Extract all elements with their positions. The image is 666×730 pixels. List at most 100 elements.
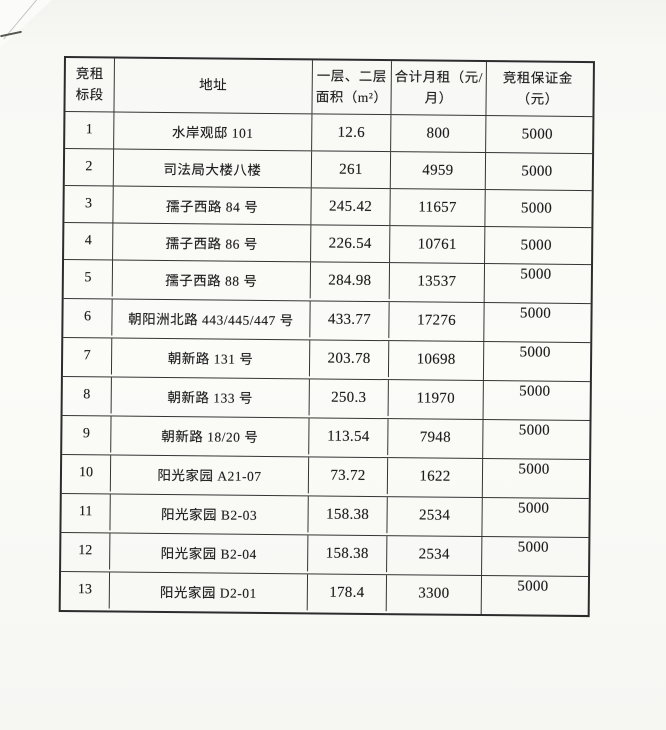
bid-section-no: 11 [78, 504, 93, 520]
table-row: 3 孺子西路 84 号 245.42 11657 5000 [64, 185, 592, 228]
monthly-rent-value: 10761 [417, 235, 457, 253]
cell-monthly-rent: 4959 [389, 152, 486, 190]
cell-bid-section-no: 8 [63, 377, 111, 413]
area-value: 158.38 [326, 506, 370, 523]
cell-monthly-rent: 10761 [389, 226, 485, 264]
column-header-line: 竞租保证金 [502, 70, 573, 87]
table-row: 2 司法局大楼八楼 261 4959 5000 [64, 148, 593, 191]
cell-bid-section-no: 6 [63, 299, 111, 335]
rental-bid-table: 竞租 标段 地址 一层、二层 面积（m²） 合计月租（元/月） 竞租保证金 （元） 1 水岸观… [58, 56, 595, 618]
table-body: 1 水岸观邸 101 12.6 800 5000 2 司法局大楼八楼 261 4… [60, 111, 593, 616]
cell-monthly-rent: 7948 [387, 419, 483, 457]
monthly-rent-value: 800 [426, 124, 451, 142]
bid-section-no: 4 [84, 233, 92, 249]
table-row: 13 阳光家园 D2-01 178.4 3300 5000 [60, 570, 589, 616]
column-header-line: 地址 [199, 77, 228, 93]
address-text: 水岸观邸 101 [171, 125, 254, 141]
area-value: 12.6 [337, 124, 366, 141]
area-value: 433.77 [327, 311, 372, 328]
monthly-rent-value: 11970 [416, 389, 456, 407]
cell-monthly-rent: 11970 [387, 380, 483, 418]
cell-area: 158.38 [307, 496, 387, 534]
column-header-line: 竞租 [75, 66, 104, 82]
table-row: 6 朝阳洲北路 443/445/447 号 433.77 17276 5000 [63, 298, 591, 343]
area-value: 245.42 [328, 198, 373, 215]
cell-area: 158.38 [307, 535, 387, 573]
column-header-line: （元） [516, 90, 559, 107]
cell-area: 203.78 [308, 340, 389, 378]
table-header-row: 竞租 标段 地址 一层、二层 面积（m²） 合计月租（元/月） 竞租保证金 （元） [65, 58, 592, 117]
address-text: 阳光家园 D2-01 [159, 584, 257, 601]
area-value: 113.54 [327, 428, 370, 445]
address-text: 朝新路 18/20 号 [161, 428, 259, 445]
cell-deposit: 5000 [485, 116, 589, 154]
cell-monthly-rent: 2534 [386, 497, 482, 535]
cell-bid-section-no: 13 [61, 572, 109, 608]
address-text: 朝阳洲北路 443/445/447 号 [128, 311, 294, 329]
area-value: 226.54 [328, 235, 372, 252]
deposit-value: 5000 [517, 500, 550, 517]
cell-bid-section-no: 12 [61, 533, 109, 569]
deposit-value: 5000 [520, 236, 552, 254]
deposit-value: 5000 [519, 383, 551, 400]
bid-section-no: 8 [83, 387, 91, 403]
area-value: 203.78 [327, 350, 371, 367]
table-row: 12 阳光家园 B2-04 158.38 2534 5000 [61, 531, 589, 577]
deposit-value: 5000 [517, 539, 549, 556]
monthly-rent-value: 2534 [418, 506, 451, 524]
cell-area: 284.98 [309, 262, 390, 300]
address-text: 司法局大楼八楼 [163, 161, 262, 178]
bid-section-no: 7 [83, 348, 91, 364]
cell-bid-section-no: 10 [62, 455, 110, 491]
cell-area: 226.54 [310, 225, 390, 263]
cell-bid-section-no: 9 [62, 416, 110, 452]
cell-bid-section-no: 1 [65, 112, 113, 148]
table-row: 9 朝新路 18/20 号 113.54 7948 5000 [62, 415, 590, 460]
cell-monthly-rent: 13537 [388, 263, 485, 301]
table-row: 4 孺子西路 86 号 226.54 10761 5000 [64, 222, 592, 265]
monthly-rent-value: 4959 [422, 161, 454, 179]
deposit-value: 5000 [519, 305, 552, 322]
monthly-rent-value: 2534 [418, 545, 450, 563]
area-value: 284.98 [328, 272, 372, 289]
bid-section-no: 5 [84, 270, 92, 286]
cell-monthly-rent: 17276 [388, 302, 484, 340]
cell-address: 司法局大楼八楼 [112, 149, 312, 188]
cell-deposit: 5000 [482, 420, 586, 460]
table-row: 5 孺子西路 88 号 284.98 13537 5000 [63, 259, 592, 304]
bid-section-no: 13 [77, 582, 92, 598]
monthly-rent-value: 10698 [416, 350, 456, 368]
cell-monthly-rent: 1622 [386, 458, 483, 496]
cell-deposit: 5000 [482, 381, 586, 421]
cell-bid-section-no: 7 [63, 338, 111, 374]
cell-address: 孺子西路 86 号 [112, 223, 311, 262]
table-row: 8 朝新路 133 号 250.3 11970 5000 [62, 376, 590, 421]
cell-deposit: 5000 [482, 342, 587, 382]
bid-section-no: 12 [78, 543, 93, 559]
cell-area: 250.3 [308, 379, 388, 417]
column-header-line: 一层、二层 [316, 68, 387, 85]
column-header-line: 面积（m²） [315, 88, 388, 105]
cell-area: 73.72 [307, 457, 388, 495]
table-row: 10 阳光家园 A21-07 73.72 1622 5000 [61, 454, 590, 499]
column-header-line: 合计月租（元/ [394, 69, 484, 86]
cell-area: 12.6 [311, 114, 391, 152]
cell-address: 朝新路 131 号 [110, 338, 310, 377]
cell-monthly-rent: 3300 [385, 575, 482, 613]
cell-address: 朝新路 133 号 [110, 377, 309, 416]
bid-section-no: 10 [78, 465, 94, 481]
area-value: 158.38 [325, 545, 369, 562]
deposit-value: 5000 [517, 578, 549, 595]
cell-deposit: 5000 [481, 459, 586, 499]
cell-bid-section-no: 2 [65, 149, 113, 185]
cell-area: 261 [310, 151, 391, 189]
cell-monthly-rent: 10698 [387, 341, 484, 379]
deposit-value: 5000 [520, 199, 553, 217]
address-text: 朝新路 133 号 [167, 390, 254, 406]
column-header: 地址 [113, 58, 312, 114]
column-header: 竞租 标段 [65, 58, 114, 111]
bid-section-no: 9 [82, 426, 90, 442]
cell-area: 433.77 [309, 301, 389, 339]
cell-deposit: 5000 [484, 227, 588, 265]
